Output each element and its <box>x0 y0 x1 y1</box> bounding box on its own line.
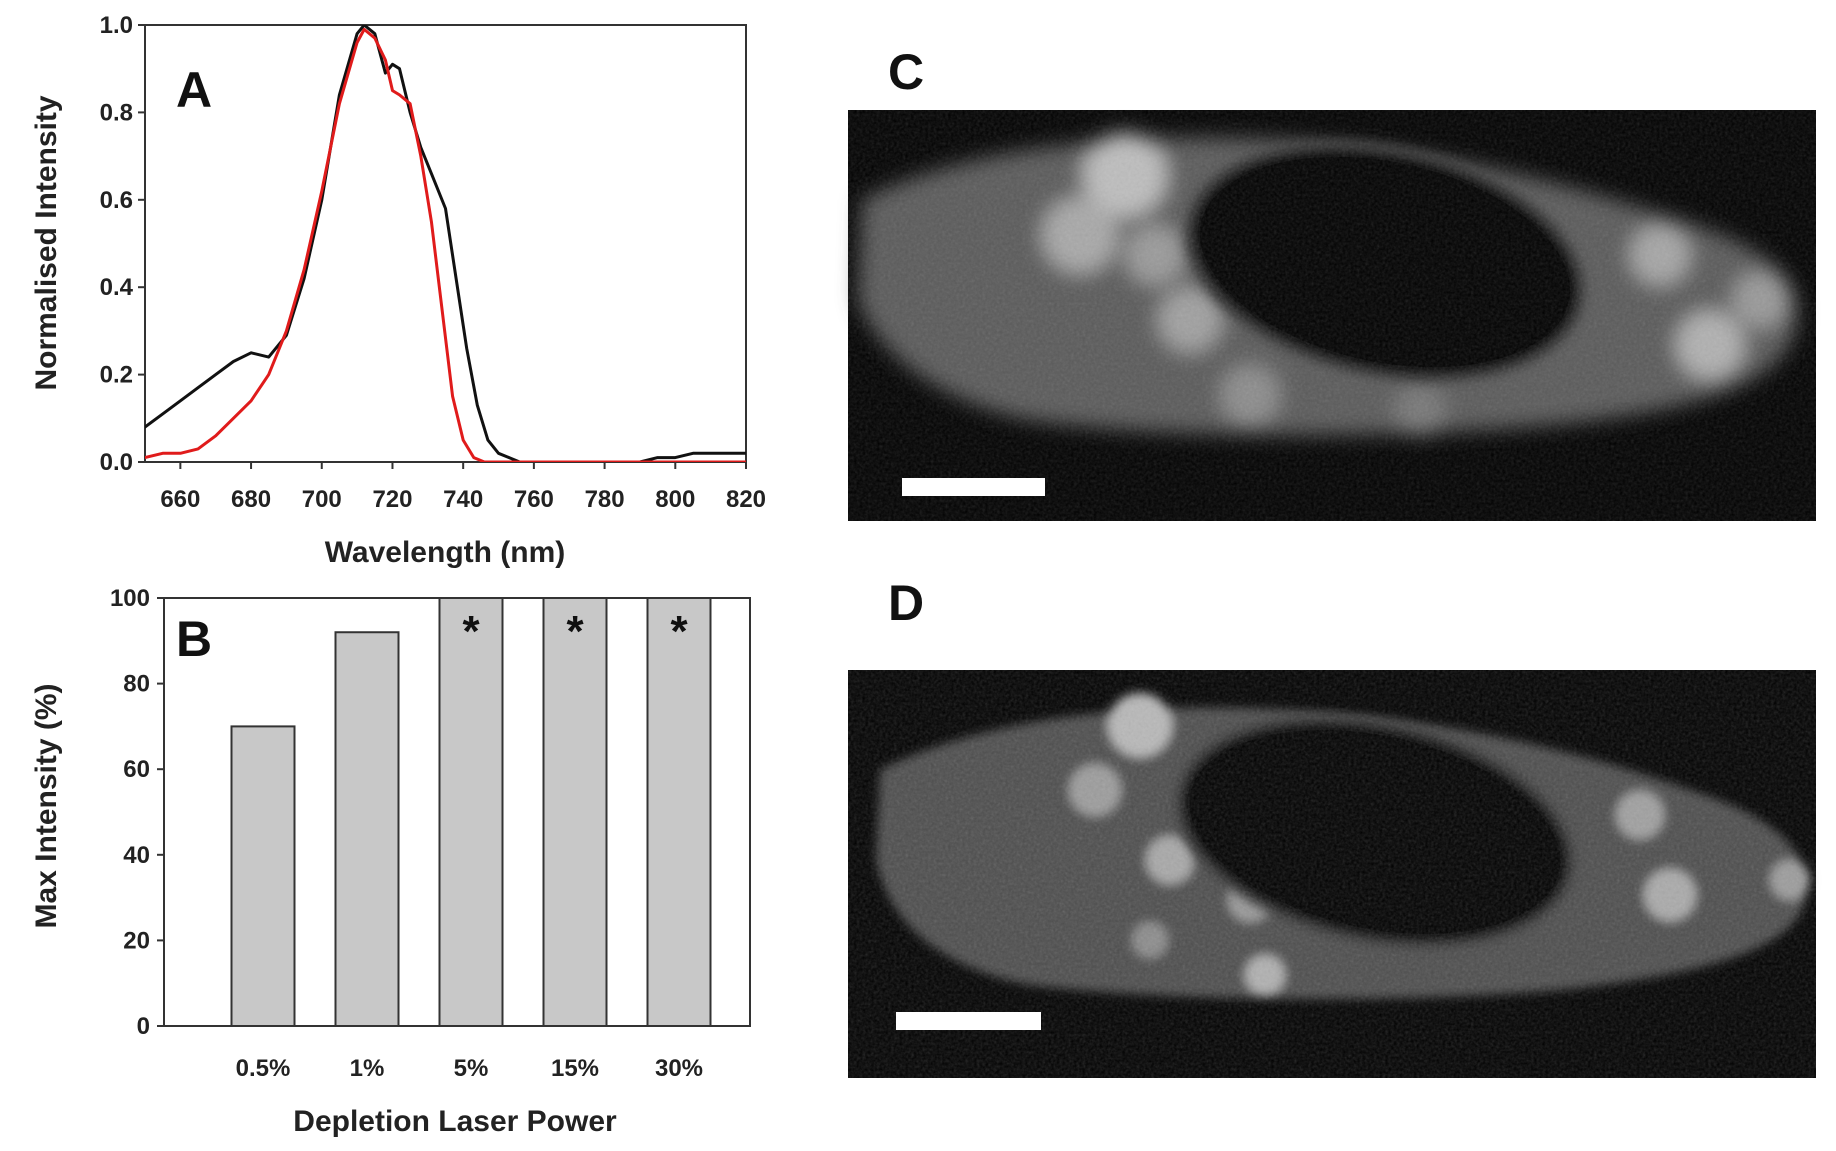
chart-a-y-tick-label: 1.0 <box>100 12 133 39</box>
panel-letter-b: B <box>176 611 212 667</box>
chart-a-plot-frame <box>144 24 747 463</box>
chart-a-x-tick-label: 660 <box>160 486 200 513</box>
chart-b-y-tick-label: 0 <box>137 1013 150 1040</box>
chart-b-y-ticks: 0 20 40 60 80 100 <box>110 585 164 1040</box>
chart-b-bar <box>334 631 400 1027</box>
chart-b-y-tick-label: 40 <box>123 842 150 869</box>
chart-a-series <box>145 25 746 462</box>
chart-a-x-axis-title: Wavelength (nm) <box>325 536 566 569</box>
chart-a-y-tick-label: 0.0 <box>100 449 133 476</box>
chart-b-x-axis-title: Depletion Laser Power <box>293 1105 617 1138</box>
panel-letter-a: A <box>176 62 212 118</box>
chart-b-significance-marker: * <box>462 607 480 656</box>
micrograph-c <box>848 110 1816 521</box>
chart-a-x-tick-label: 680 <box>231 486 271 513</box>
chart-b-x-ticks: 0.5% 1% 5% 15% 30% <box>236 1055 703 1082</box>
chart-a-series-line-2 <box>145 27 746 462</box>
chart-a-y-tick-label: 0.2 <box>100 362 133 389</box>
panel-letter-d: D <box>888 575 924 631</box>
chart-a-x-tick-label: 720 <box>372 486 412 513</box>
chart-a-y-tick-label: 0.8 <box>100 99 133 126</box>
chart-b-y-tick-label: 20 <box>123 927 150 954</box>
panel-letter-c: C <box>888 44 924 100</box>
chart-a-y-tick-label: 0.4 <box>100 274 134 301</box>
chart-b-bar <box>230 725 296 1028</box>
chart-a-series-line-1 <box>145 25 746 462</box>
chart-b-bar <box>542 597 608 1027</box>
chart-a-x-tick-label: 740 <box>443 486 483 513</box>
chart-b-x-tick-label: 15% <box>551 1055 599 1082</box>
scale-bar-c <box>902 478 1045 496</box>
scale-bar-d <box>896 1012 1041 1030</box>
chart-a-x-tick-label: 760 <box>514 486 554 513</box>
chart-a-x-tick-label: 800 <box>655 486 695 513</box>
chart-b: * * * 0 20 40 60 80 100 0.5% 1% 5% 15% 30% B Deplet… <box>30 585 751 1138</box>
chart-b-significance-marker: * <box>670 607 688 656</box>
chart-b-plot-frame <box>163 597 751 1027</box>
chart-b-x-tick-label: 5% <box>454 1055 489 1082</box>
chart-b-bar <box>646 597 712 1027</box>
chart-a-x-ticks: 660 680 700 720 740 760 780 800 820 <box>160 462 766 513</box>
chart-a-x-tick-label: 700 <box>302 486 342 513</box>
chart-a-x-tick-label: 780 <box>585 486 625 513</box>
chart-a: 660 680 700 720 740 760 780 800 820 0.0 0.2 0.4 0.6… <box>30 12 766 569</box>
chart-b-y-tick-label: 100 <box>110 585 150 612</box>
chart-a-y-ticks: 0.0 0.2 0.4 0.6 0.8 1.0 <box>100 12 145 476</box>
chart-b-x-tick-label: 0.5% <box>236 1055 291 1082</box>
chart-b-y-axis-title: Max Intensity (%) <box>30 683 63 928</box>
chart-b-y-tick-label: 60 <box>123 756 150 783</box>
chart-b-y-tick-label: 80 <box>123 671 150 698</box>
chart-b-x-tick-label: 1% <box>350 1055 385 1082</box>
chart-a-x-tick-label: 820 <box>726 486 766 513</box>
micrograph-d <box>848 670 1816 1078</box>
chart-b-significance-marker: * <box>566 607 584 656</box>
chart-b-bars: * * * <box>230 597 712 1028</box>
chart-a-y-tick-label: 0.6 <box>100 187 133 214</box>
chart-b-x-tick-label: 30% <box>655 1055 703 1082</box>
chart-b-bar <box>438 597 504 1027</box>
chart-a-y-axis-title: Normalised Intensity <box>30 95 63 390</box>
